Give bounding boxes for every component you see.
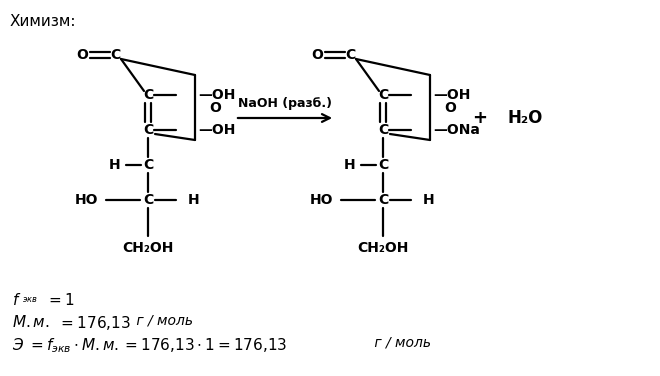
Text: O: O: [76, 48, 88, 62]
Text: —ONa: —ONa: [433, 123, 480, 137]
Text: —OH: —OH: [433, 88, 471, 102]
Text: C: C: [143, 88, 153, 102]
Text: CH₂OH: CH₂OH: [357, 241, 409, 255]
Text: H: H: [108, 158, 120, 172]
Text: $M.м.$: $M.м.$: [12, 314, 50, 330]
Text: C: C: [378, 88, 388, 102]
Text: NaOH (разб.): NaOH (разб.): [238, 97, 332, 109]
Text: C: C: [143, 158, 153, 172]
Text: C: C: [143, 123, 153, 137]
Text: г / моль: г / моль: [370, 336, 431, 350]
Text: HO: HO: [75, 193, 98, 207]
Text: г / моль: г / моль: [132, 314, 193, 328]
Text: C: C: [378, 158, 388, 172]
Text: —OH: —OH: [198, 123, 236, 137]
Text: C: C: [143, 193, 153, 207]
Text: H: H: [343, 158, 355, 172]
Text: $= 1$: $= 1$: [46, 292, 75, 308]
Text: CH₂OH: CH₂OH: [122, 241, 174, 255]
Text: H: H: [423, 193, 435, 207]
Text: C: C: [345, 48, 355, 62]
Text: C: C: [378, 123, 388, 137]
Text: C: C: [110, 48, 120, 62]
Text: O: O: [311, 48, 323, 62]
Text: HO: HO: [310, 193, 333, 207]
Text: O: O: [209, 101, 221, 115]
Text: Э $= f_{экв} \cdot M.м. = 176{,}13 \cdot 1 = 176{,}13$: Э $= f_{экв} \cdot M.м. = 176{,}13 \cdot…: [12, 336, 287, 355]
Text: C: C: [378, 193, 388, 207]
Text: —OH: —OH: [198, 88, 236, 102]
Text: $_{экв}$: $_{экв}$: [22, 292, 38, 305]
Text: Химизм:: Химизм:: [10, 14, 77, 29]
Text: +: +: [473, 109, 488, 127]
Text: $=176{,}13$: $=176{,}13$: [58, 314, 131, 332]
Text: $f$: $f$: [12, 292, 21, 308]
Text: H₂O: H₂O: [508, 109, 543, 127]
Text: H: H: [188, 193, 199, 207]
Text: O: O: [444, 101, 456, 115]
